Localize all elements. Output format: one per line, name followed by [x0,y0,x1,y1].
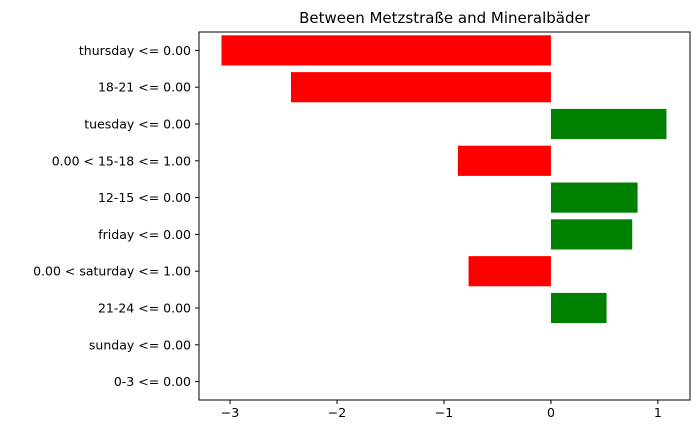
bar [550,292,607,324]
x-tick-label: 1 [654,405,662,420]
plot-frame [198,31,691,401]
x-tick-label: 0 [547,405,555,420]
x-tick-label: −2 [328,405,346,420]
y-tick-label: tuesday <= 0.00 [84,117,191,132]
x-tick-label: −3 [221,405,239,420]
bar [550,219,633,250]
bar [468,256,551,287]
bar [457,145,551,176]
x-axis: −3 −2 −1 0 1 [221,400,662,420]
y-tick-label: 0.00 < saturday <= 1.00 [33,264,191,279]
bar [550,182,638,213]
bar [290,72,551,103]
y-tick-label: 18-21 <= 0.00 [98,80,191,95]
y-tick-label: friday <= 0.00 [98,227,191,242]
bar [221,35,551,66]
chart-title: Between Metzstraße and Mineralbäder [299,9,591,27]
y-tick-label: sunday <= 0.00 [89,337,191,352]
x-tick-label: −1 [435,405,453,420]
bars-layer [221,35,667,324]
y-axis: thursday <= 0.00 18-21 <= 0.00 tuesday <= … [33,43,199,389]
y-tick-label: 0-3 <= 0.00 [114,374,191,389]
y-tick-label: 0.00 < 15-18 <= 1.00 [52,153,191,168]
y-tick-label: thursday <= 0.00 [79,43,191,58]
y-tick-label: 21-24 <= 0.00 [98,301,191,316]
y-tick-label: 12-15 <= 0.00 [98,190,191,205]
bar [550,108,667,140]
